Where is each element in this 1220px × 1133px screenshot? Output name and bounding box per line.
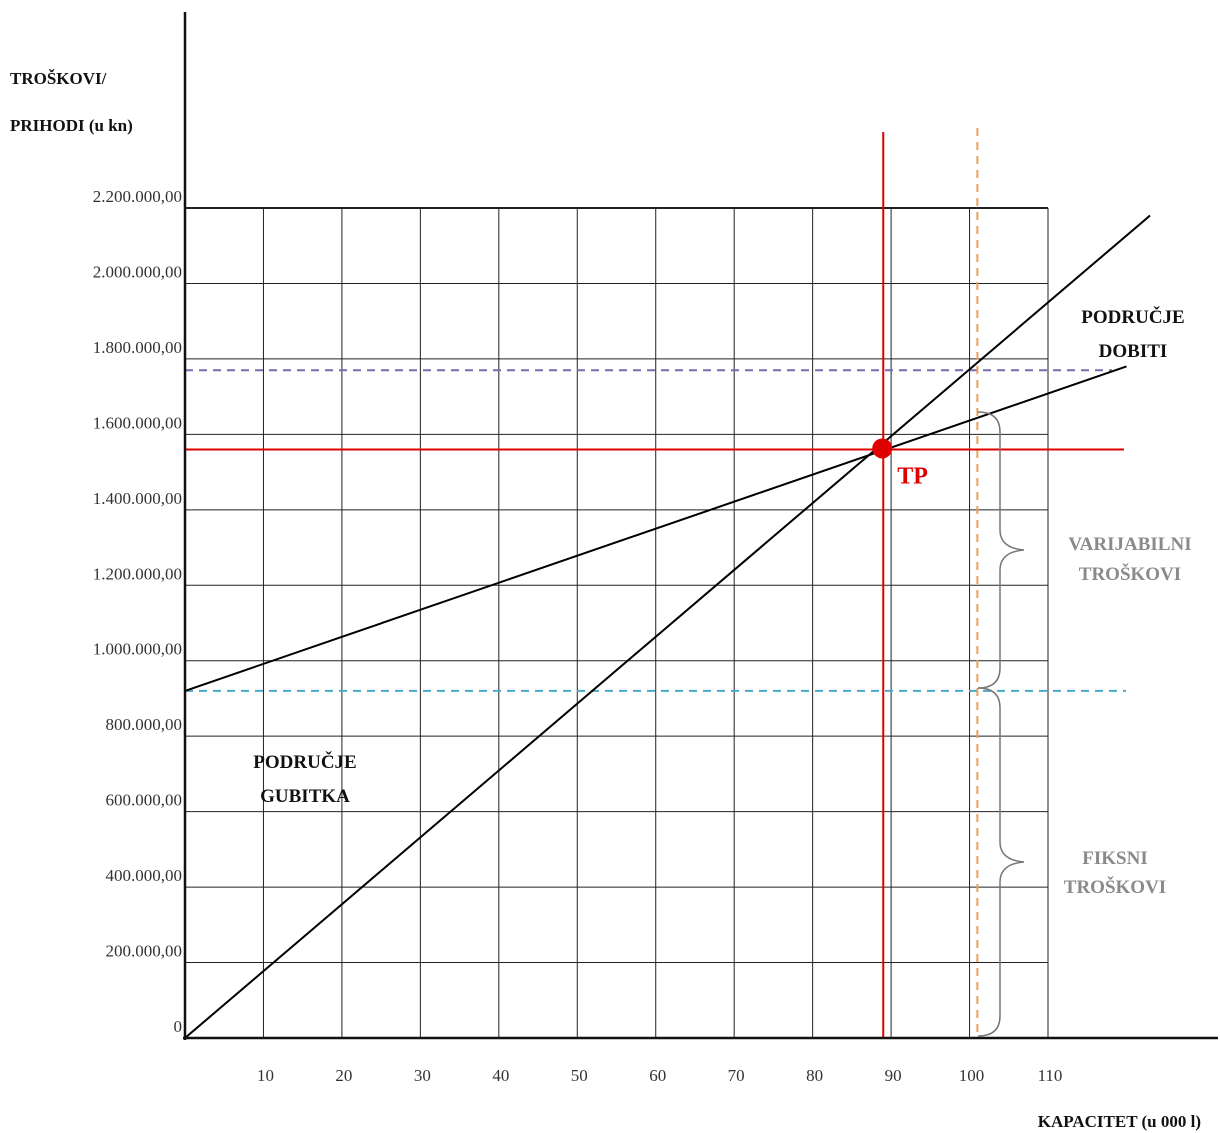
y-tick-label: 0 [174, 1017, 183, 1036]
variable-costs-label-line-2: TROŠKOVI [1079, 563, 1181, 585]
y-tick-label: 200.000,00 [106, 942, 183, 961]
reference-lines [185, 128, 1126, 1038]
x-tick-label: 90 [885, 1066, 902, 1085]
series-lines [184, 214, 1151, 1039]
fixed-costs-label-line-1: FIKSNI [1082, 848, 1147, 869]
breakeven-marker-group: TP [872, 438, 928, 489]
y-tick-label: 1.600.000,00 [93, 413, 182, 432]
axes [183, 12, 1218, 1040]
x-tick-label: 10 [257, 1066, 274, 1085]
grid [185, 207, 1049, 1038]
x-tick-label: 30 [414, 1066, 431, 1085]
x-tick-label: 80 [806, 1066, 823, 1085]
annotations: TROŠKOVI/ PRIHODI (u kn) KAPACITET (u 00… [10, 69, 1201, 1131]
x-tick-label: 110 [1038, 1066, 1063, 1085]
y-tick-label: 1.800.000,00 [93, 338, 182, 357]
profit-region-label-line-1: PODRUČJE [1081, 306, 1184, 328]
y-tick-label: 1.000.000,00 [93, 640, 182, 659]
y-tick-label: 2.000.000,00 [93, 262, 182, 281]
x-axis-title: KAPACITET (u 000 l) [1038, 1112, 1201, 1131]
y-tick-label: 400.000,00 [106, 866, 183, 885]
x-tick-label: 50 [571, 1066, 588, 1085]
x-tick-label: 20 [335, 1066, 352, 1085]
breakeven-label: TP [897, 463, 928, 489]
x-tick-label: 40 [492, 1066, 509, 1085]
total_costs-line [184, 365, 1127, 692]
y-axis-title-line-2: PRIHODI (u kn) [10, 116, 133, 135]
x-tick-label: 70 [728, 1066, 745, 1085]
fixed-costs-label-line-2: TROŠKOVI [1064, 876, 1166, 898]
y-tick-label: 2.200.000,00 [93, 187, 182, 206]
y-tick-label: 1.400.000,00 [93, 489, 182, 508]
y-tick-label: 800.000,00 [106, 715, 183, 734]
fixed-costs-brace [977, 687, 1025, 1037]
loss-region-label-line-1: PODRUČJE [253, 751, 356, 773]
x-tick-label: 60 [649, 1066, 666, 1085]
profit-region-label-line-2: DOBITI [1099, 341, 1168, 362]
y-tick-label: 1.200.000,00 [93, 564, 182, 583]
variable-costs-brace [977, 411, 1025, 689]
y-tick-label: 600.000,00 [106, 791, 183, 810]
variable-costs-label-line-1: VARIJABILNI [1068, 534, 1191, 555]
y-axis-title-line-1: TROŠKOVI/ [10, 69, 107, 88]
x-tick-label: 100 [959, 1066, 985, 1085]
tick-labels: 10 20 30 40 50 60 70 80 90 100 110 0 200.000,00 400.0… [93, 187, 1063, 1085]
loss-region-label-line-2: GUBITKA [260, 786, 350, 807]
cost-braces [977, 411, 1025, 1037]
revenue-line [184, 214, 1151, 1039]
breakeven-point [872, 438, 893, 459]
